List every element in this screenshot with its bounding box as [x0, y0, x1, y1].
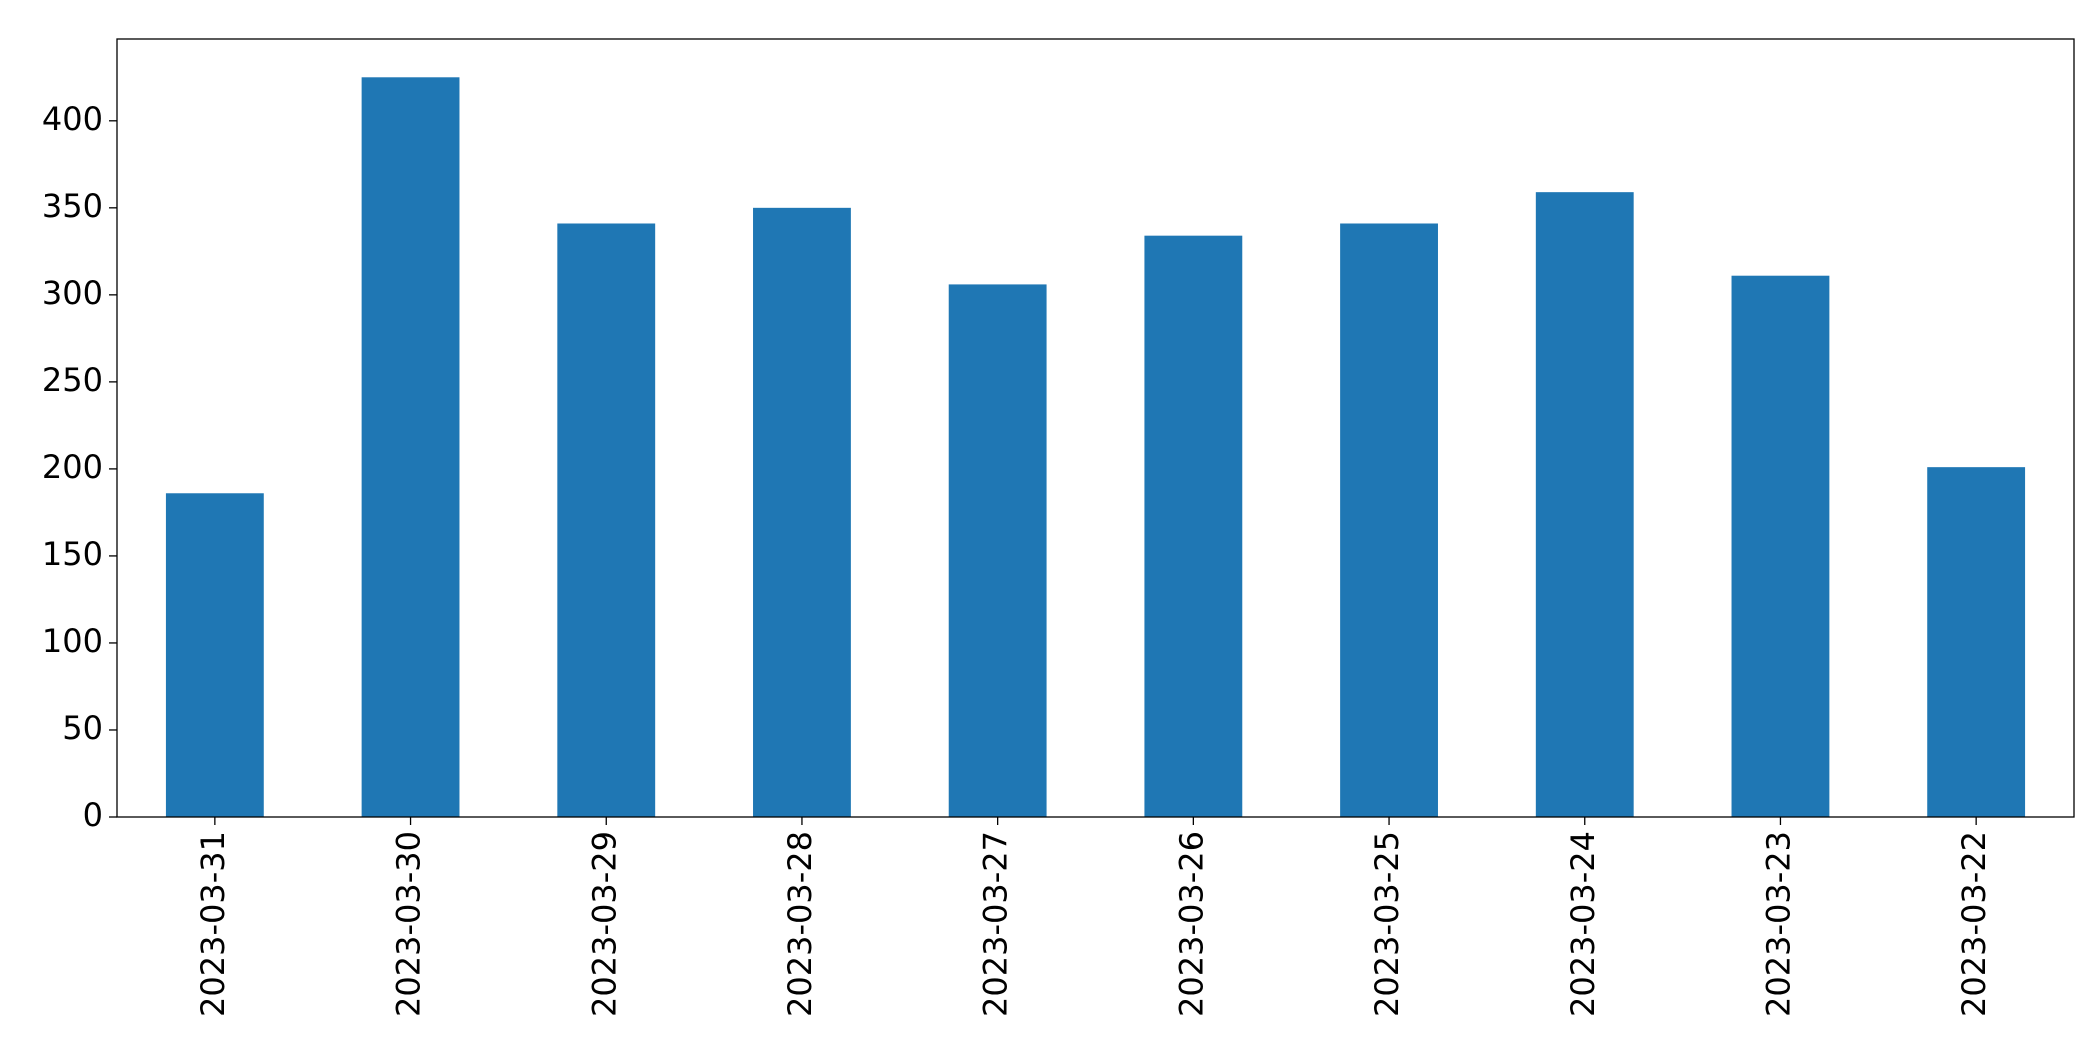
- y-tick-label: 200: [42, 448, 103, 486]
- bar: [1340, 223, 1438, 817]
- bar: [1144, 235, 1243, 818]
- bar: [753, 207, 851, 817]
- bar: [1927, 467, 2026, 817]
- y-tick-label: 150: [42, 535, 103, 573]
- bar: [948, 284, 1047, 817]
- y-tick-label: 0: [83, 796, 103, 834]
- bar: [361, 77, 460, 817]
- x-tick-label: 2023-03-29: [585, 831, 623, 1017]
- x-tick-label: 2023-03-27: [977, 831, 1015, 1017]
- plot-frame: [116, 38, 2075, 818]
- y-tick-label: 300: [42, 274, 103, 312]
- y-tick-label: 100: [42, 622, 103, 660]
- x-tick-label: 2023-03-22: [1955, 831, 1993, 1017]
- x-tick-label: 2023-03-23: [1759, 831, 1797, 1017]
- x-tick-label: 2023-03-28: [781, 831, 819, 1017]
- x-tick-label: 2023-03-30: [390, 831, 428, 1017]
- y-tick-label: 250: [42, 361, 103, 399]
- bar: [1535, 192, 1634, 817]
- y-tick-label: 350: [42, 187, 103, 225]
- x-tick-label: 2023-03-26: [1172, 831, 1210, 1017]
- bar: [1731, 275, 1830, 818]
- bar: [165, 493, 264, 817]
- y-tick-label: 400: [42, 100, 103, 138]
- x-tick-label: 2023-03-24: [1564, 831, 1602, 1017]
- x-tick-label: 2023-03-31: [194, 831, 232, 1017]
- y-tick-label: 50: [62, 709, 103, 747]
- bar: [557, 223, 656, 817]
- x-tick-label: 2023-03-25: [1368, 831, 1406, 1017]
